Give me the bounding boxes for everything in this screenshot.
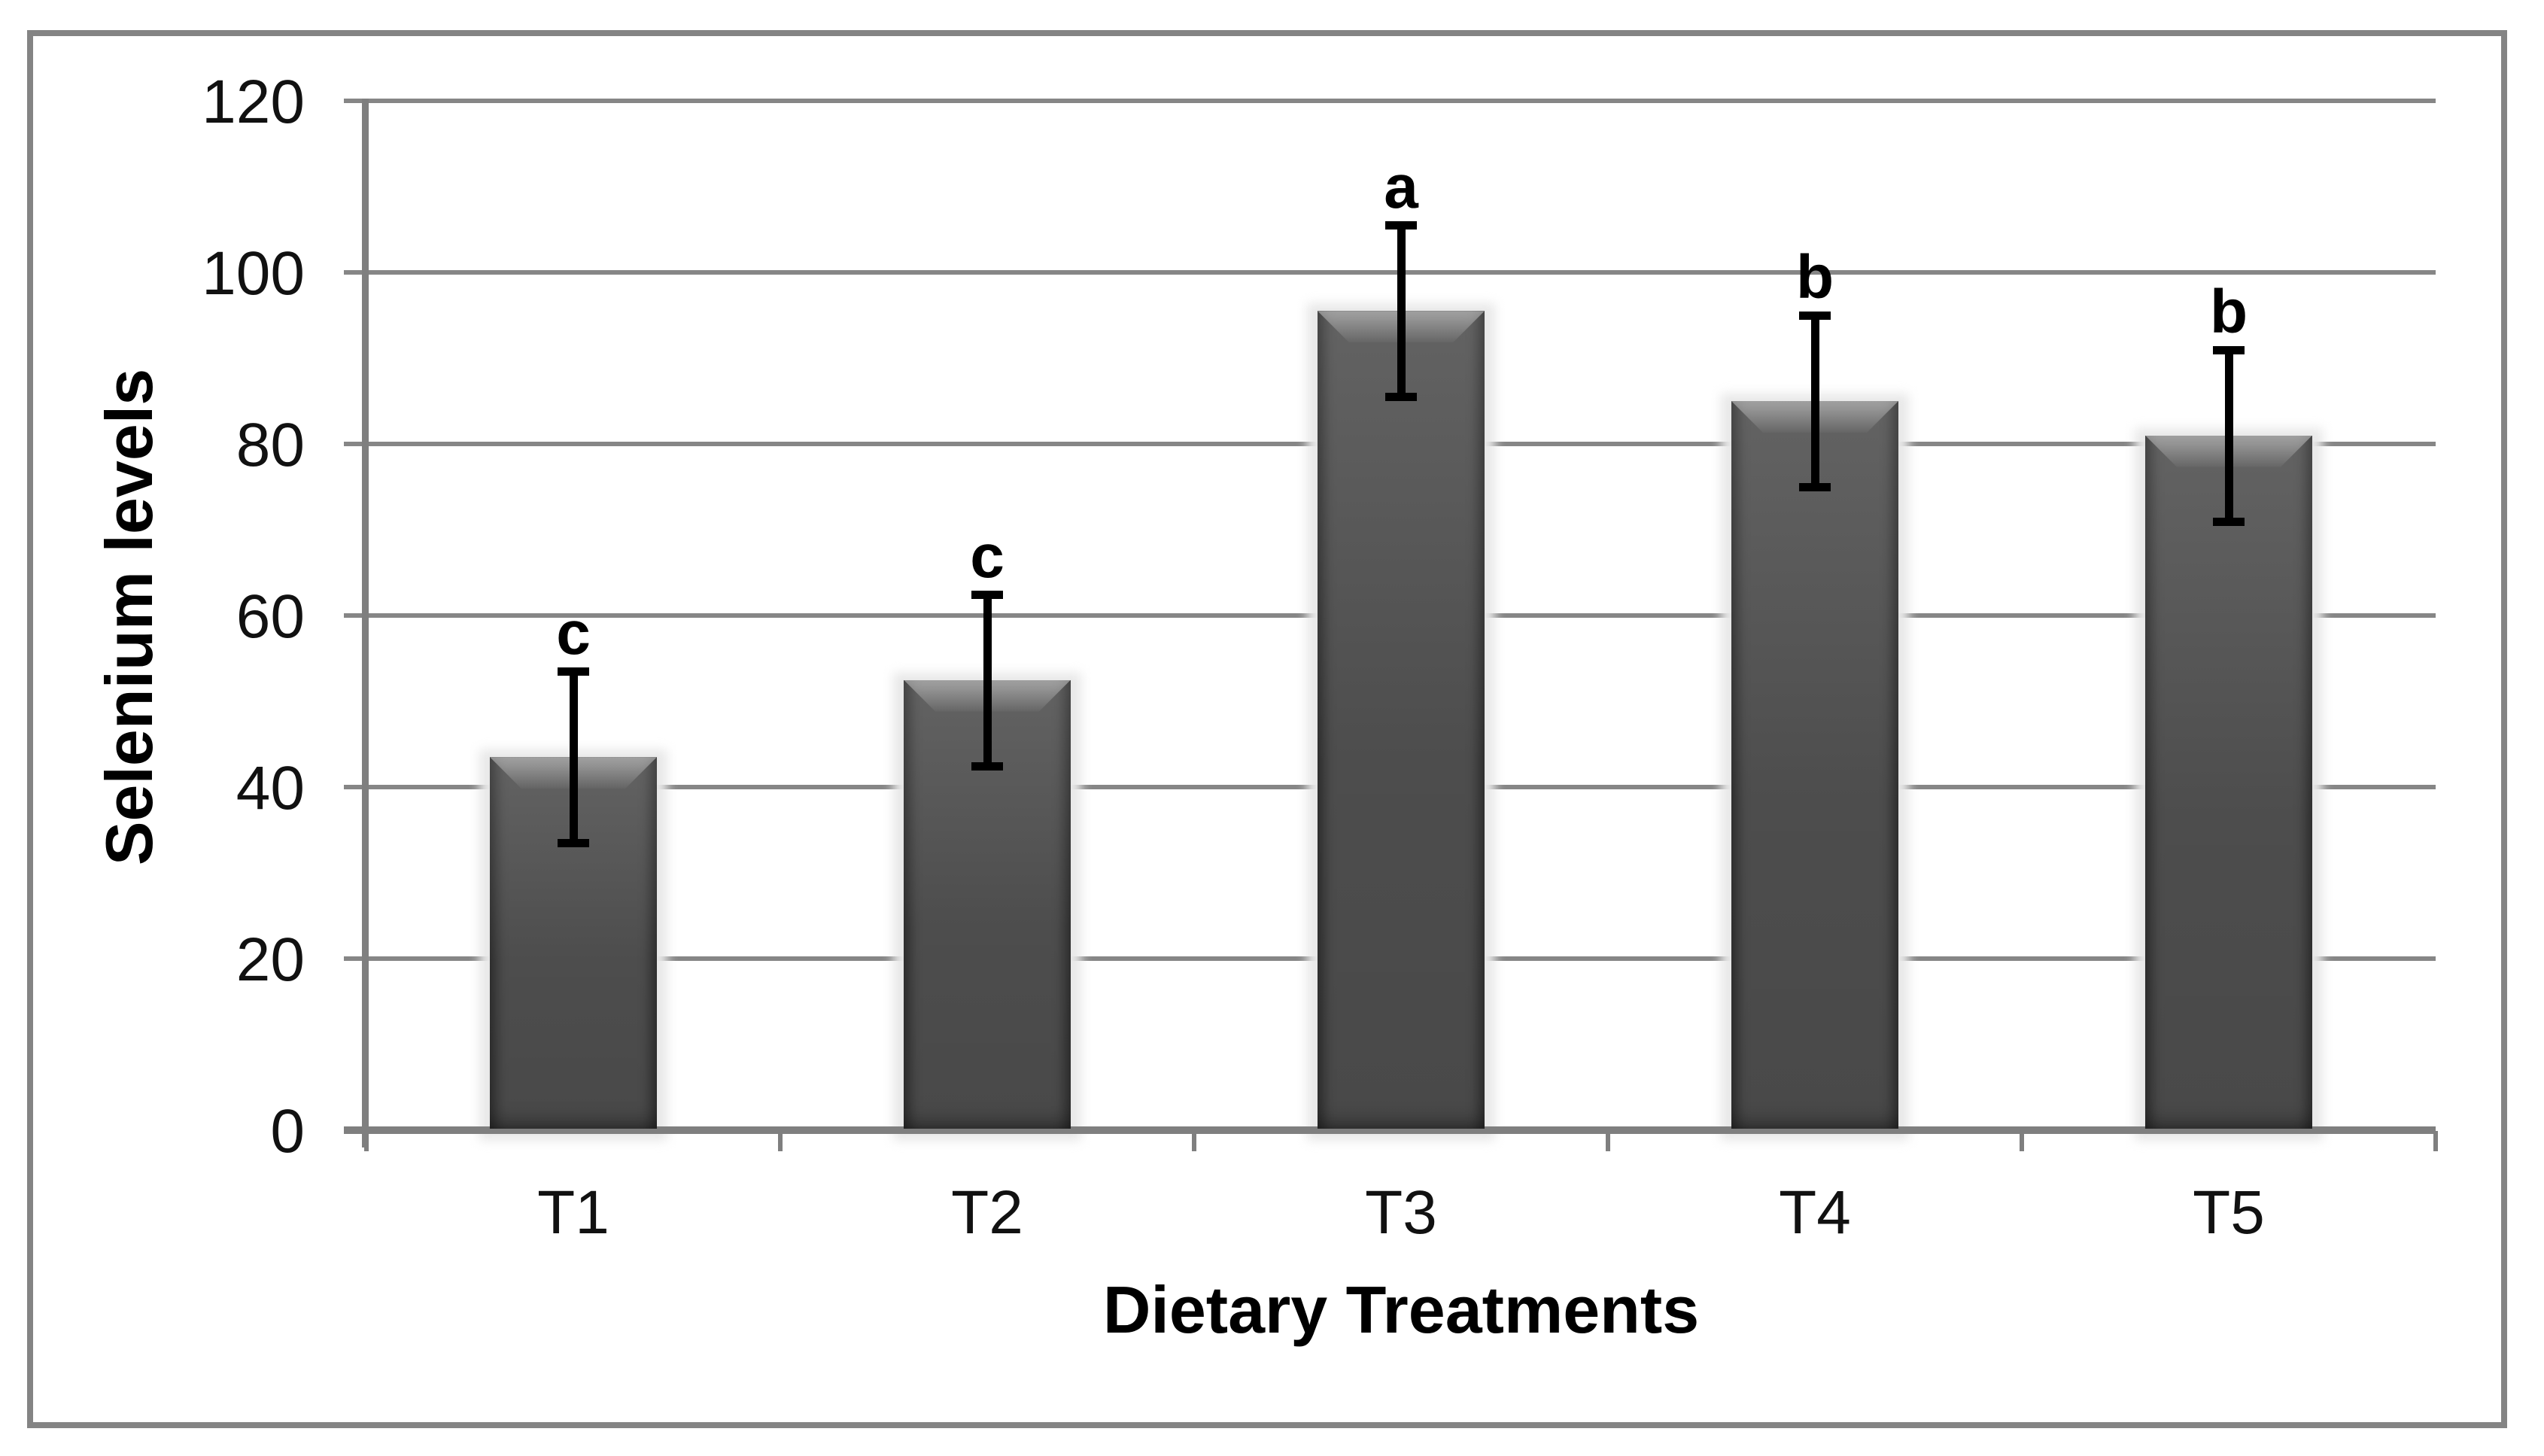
x-category-label: T4 — [1779, 1178, 1851, 1247]
significance-letter: b — [2209, 277, 2248, 346]
x-category-label: T2 — [951, 1178, 1023, 1247]
x-tick-mark — [364, 1131, 369, 1151]
x-axis-title: Dietary Treatments — [1102, 1272, 1700, 1347]
y-gridline — [344, 99, 2436, 103]
y-axis-title: Selenium levels — [92, 368, 166, 866]
x-tick-mark — [778, 1131, 783, 1151]
bar — [2145, 435, 2312, 1129]
error-bar-cap-bottom — [1799, 483, 1831, 491]
x-category-label: T1 — [537, 1178, 609, 1247]
x-category-label: T5 — [2193, 1178, 2265, 1247]
error-bar-cap-bottom — [1385, 393, 1417, 402]
error-bar-line — [983, 594, 992, 766]
significance-letter: b — [1795, 243, 1834, 312]
y-gridline — [344, 270, 2436, 275]
y-tick-label: 60 — [236, 582, 305, 651]
error-bar-line — [1397, 225, 1406, 397]
x-tick-mark — [1192, 1131, 1196, 1151]
x-tick-mark — [1606, 1131, 1610, 1151]
bar — [1318, 311, 1485, 1129]
error-bar-cap-bottom — [2213, 517, 2245, 526]
error-bar-cap-top — [2213, 345, 2245, 354]
y-tick-label: 80 — [236, 411, 305, 479]
y-axis-line — [362, 99, 369, 1147]
significance-letter: c — [970, 521, 1005, 591]
x-category-label: T3 — [1365, 1178, 1437, 1247]
x-tick-mark — [2433, 1131, 2438, 1151]
y-tick-label: 40 — [236, 754, 305, 822]
significance-letter: c — [556, 599, 591, 668]
error-bar-line — [1810, 315, 1819, 487]
error-bar-cap-top — [971, 590, 1003, 599]
y-tick-label: 120 — [202, 68, 305, 136]
error-bar-line — [2224, 349, 2233, 521]
error-bar-line — [569, 671, 578, 844]
y-tick-label: 0 — [270, 1097, 305, 1166]
error-bar-cap-bottom — [971, 761, 1003, 771]
x-axis-line — [344, 1126, 2436, 1134]
error-bar-cap-bottom — [558, 839, 589, 848]
bar — [490, 757, 657, 1129]
x-tick-mark — [2020, 1131, 2024, 1151]
error-bar-cap-top — [1385, 221, 1417, 230]
error-bar-cap-top — [1799, 312, 1831, 320]
figure-border — [27, 30, 2507, 1428]
significance-letter: a — [1384, 153, 1418, 222]
y-tick-label: 20 — [236, 926, 305, 994]
y-tick-label: 100 — [202, 239, 305, 308]
bar — [1731, 401, 1898, 1129]
error-bar-cap-top — [558, 667, 589, 676]
